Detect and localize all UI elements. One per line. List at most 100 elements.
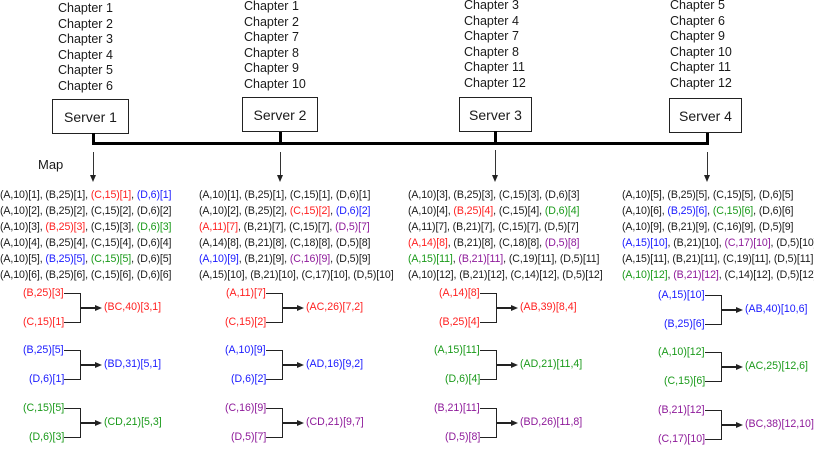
reduce-output: (AC,26)[7,2] — [306, 301, 364, 313]
server-1-label: Server 1 — [64, 108, 117, 125]
reduce-input-2: (D,5)[8] — [445, 431, 481, 443]
chapter-item: Chapter 5 — [58, 63, 113, 77]
map-output-row: (A,15)[10], (B,21)[10], (C,17)[10], (D,5… — [622, 235, 814, 251]
chapter-item: Chapter 6 — [58, 78, 113, 93]
key-value-pair: (D,5)[10] — [776, 237, 814, 249]
merge-bracket — [480, 408, 497, 438]
key-value-pair: (C,15)[1] — [289, 189, 331, 201]
key-value-pair: (B,25)[5] — [667, 189, 708, 201]
key-value-pair: (A,10)[12] — [622, 269, 668, 281]
arrow-right-icon — [511, 362, 518, 368]
reduce-input-1: (A,15)[10] — [658, 289, 705, 301]
merge-connector — [722, 309, 737, 311]
server-2-map-arrow-line — [280, 152, 281, 175]
key-value-pair: (A,10)[3] — [0, 221, 40, 233]
key-value-pair: (C,15)[5] — [712, 189, 754, 201]
key-value-pair: (C,14)[12] — [724, 269, 771, 281]
merge-bracket — [64, 293, 81, 323]
arrow-right-icon — [511, 305, 518, 311]
key-value-pair: (B,25)[5] — [45, 253, 86, 265]
chapter-item: Chapter 8 — [244, 45, 299, 60]
key-value-pair: (C,15)[4] — [90, 237, 132, 249]
server-4-box: Server 4 — [669, 98, 742, 133]
reduce-input-1: (B,25)[3] — [23, 287, 64, 299]
server-3-label: Server 3 — [469, 106, 522, 123]
key-value-pair: (C,19)[11] — [508, 253, 555, 265]
arrow-right-icon — [511, 420, 518, 426]
key-value-pair: (A,10)[3] — [408, 189, 448, 201]
chapter-item: Chapter 11 — [670, 60, 731, 74]
chapter-item: Chapter 3 — [464, 0, 519, 12]
key-value-pair: (A,15)[11] — [408, 253, 453, 265]
server-4-bus-connector — [706, 133, 709, 144]
network-bus-line — [92, 142, 709, 145]
merge-connector — [81, 422, 96, 424]
key-value-pair: (C,15)[7] — [498, 221, 539, 233]
chapter-item: Chapter 5 — [670, 0, 725, 12]
key-value-pair: (B,21)[7] — [452, 221, 493, 233]
merge-bracket — [705, 352, 722, 382]
key-value-pair: (C,15)[6] — [712, 205, 754, 217]
reduce-input-2: (C,15)[2] — [225, 316, 267, 328]
merge-connector — [497, 307, 512, 309]
map-output-row: (A,14)[8], (B,21)[8], (C,18)[8], (D,5)[8… — [408, 237, 580, 249]
key-value-pair: (B,25)[6] — [45, 269, 86, 281]
map-output-row: (A,10)[12], (B,21)[12], (C,14)[12], (D,5… — [622, 267, 814, 283]
chapter-item: Chapter 4 — [464, 13, 519, 28]
arrow-right-icon — [736, 307, 743, 313]
key-value-pair: (D,6)[4] — [136, 237, 172, 249]
server-1-map-output: (A,10)[1], (B,25)[1], (C,15)[1], (D,6)[1… — [0, 187, 171, 283]
key-value-pair: (A,15)[10] — [199, 269, 245, 281]
map-output-row: (A,10)[9], (B,21)[9], (C,16)[9], (D,5)[9… — [199, 253, 371, 265]
key-value-pair: (B,21)[12] — [673, 269, 719, 281]
key-value-pair: (C,15)[3] — [498, 189, 540, 201]
chapter-item: Chapter 9 — [670, 29, 725, 43]
merge-connector — [283, 364, 298, 366]
merge-connector — [497, 364, 512, 366]
key-value-pair: (D,6)[3] — [136, 221, 172, 233]
key-value-pair: (A,11)[7] — [408, 221, 447, 233]
key-value-pair: (C,16)[9] — [712, 221, 754, 233]
map-output-row: (A,10)[3], (B,25)[3], (C,15)[3], (D,6)[3… — [408, 189, 580, 201]
server-2-bus-connector — [279, 132, 282, 144]
map-output-row: (A,11)[7], (B,21)[7], (C,15)[7], (D,5)[7… — [408, 221, 579, 233]
reduce-output: (CD,21)[5,3] — [104, 416, 162, 428]
key-value-pair: (C,15)[2] — [90, 205, 132, 217]
key-value-pair: (A,10)[1] — [199, 189, 239, 201]
arrow-right-icon — [95, 305, 102, 311]
key-value-pair: (C,15)[6] — [90, 269, 132, 281]
key-value-pair: (B,25)[2] — [45, 205, 86, 217]
key-value-pair: (C,18)[8] — [498, 237, 540, 249]
map-output-row: (A,10)[2], (B,25)[2], (C,15)[2], (D,6)[2… — [199, 205, 371, 217]
key-value-pair: (D,6)[5] — [758, 189, 794, 201]
reduce-input-1: (B,25)[5] — [23, 344, 64, 356]
server-3-map-arrow-line — [495, 150, 496, 175]
key-value-pair: (D,5)[7] — [335, 221, 370, 233]
key-value-pair: (D,5)[11] — [559, 253, 600, 265]
key-value-pair: (D,6)[1] — [136, 189, 172, 201]
server-3-box: Server 3 — [459, 97, 532, 132]
server-4-map-arrow-line — [707, 152, 708, 175]
arrow-down-icon — [90, 175, 96, 182]
key-value-pair: (C,18)[8] — [289, 237, 331, 249]
reduce-input-1: (A,14)[8] — [439, 287, 480, 299]
map-phase-label: Map — [38, 157, 64, 172]
reduce-input-1: (C,15)[5] — [23, 402, 65, 414]
key-value-pair: (D,5)[12] — [562, 269, 603, 281]
merge-connector — [283, 422, 298, 424]
reduce-input-2: (D,6)[4] — [445, 373, 481, 385]
key-value-pair: (D,5)[8] — [544, 237, 580, 249]
merge-connector — [722, 366, 737, 368]
map-output-row: (A,10)[2], (B,25)[2], (C,15)[2], (D,6)[2… — [0, 205, 172, 217]
key-value-pair: (B,25)[1] — [45, 189, 86, 201]
reduce-input-2: (C,17)[10] — [658, 433, 706, 445]
key-value-pair: (D,6)[2] — [136, 205, 172, 217]
reduce-output: (BD,26)[11,8] — [520, 416, 583, 428]
chapter-item: Chapter 7 — [464, 29, 519, 43]
key-value-pair: (B,21)[12] — [459, 269, 505, 281]
merge-connector — [81, 307, 96, 309]
map-output-row: (A,10)[6], (B,25)[6], (C,15)[6], (D,6)[6… — [0, 269, 172, 281]
key-value-pair: (D,5)[9] — [335, 253, 371, 265]
key-value-pair: (D,6)[6] — [136, 269, 172, 281]
reduce-output: (CD,21)[9,7] — [306, 416, 364, 428]
